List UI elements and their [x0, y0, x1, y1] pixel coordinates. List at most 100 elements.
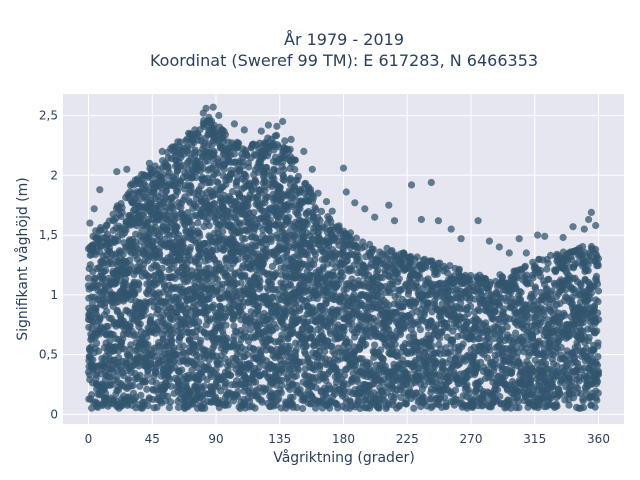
scatter-point [200, 382, 208, 390]
scatter-point [374, 371, 383, 379]
scatter-point [296, 386, 304, 394]
scatter-point [464, 310, 472, 318]
scatter-point [459, 340, 467, 348]
scatter-point [317, 207, 326, 215]
scatter-point [275, 213, 283, 221]
scatter-point [292, 346, 300, 354]
scatter-point [278, 381, 286, 389]
scatter-point [95, 347, 103, 355]
scatter-point [373, 317, 381, 325]
scatter-point [255, 303, 263, 311]
scatter-point [275, 395, 283, 403]
scatter-point [144, 273, 152, 281]
scatter-point [152, 379, 160, 387]
scatter-point [286, 281, 295, 289]
scatter-point [276, 240, 284, 248]
scatter-point [102, 389, 110, 397]
scatter-point [267, 237, 275, 245]
scatter-point [138, 227, 146, 235]
scatter-point [216, 360, 225, 368]
scatter-point [204, 215, 212, 223]
scatter-point [187, 183, 195, 191]
scatter-point [264, 193, 272, 201]
scatter-point [210, 301, 218, 309]
scatter-point [197, 182, 205, 190]
scatter-point [197, 336, 205, 344]
scatter-point [425, 335, 434, 344]
scatter-point [214, 169, 222, 177]
scatter-point [299, 404, 307, 413]
scatter-point [129, 381, 137, 390]
scatter-point [196, 232, 204, 240]
scatter-point [226, 361, 234, 369]
scatter-point [103, 307, 111, 315]
scatter-point [388, 247, 396, 255]
scatter-point [228, 170, 236, 178]
scatter-point [193, 203, 201, 211]
scatter-point [188, 221, 196, 229]
scatter-point [241, 271, 249, 279]
scatter-point [352, 234, 360, 242]
scatter-point [168, 336, 176, 344]
scatter-point [134, 279, 142, 287]
scatter-point [311, 250, 319, 258]
scatter-point [275, 143, 283, 151]
scatter-point [260, 176, 268, 184]
scatter-point [230, 150, 238, 158]
scatter-point [194, 219, 202, 227]
scatter-point [256, 277, 264, 285]
scatter-point [419, 393, 427, 401]
scatter-point [234, 255, 242, 263]
scatter-point [278, 331, 286, 339]
scatter-point [232, 213, 240, 222]
scatter-point [235, 139, 243, 147]
scatter-point [164, 392, 172, 400]
scatter-point [127, 262, 135, 270]
scatter-point [289, 329, 297, 337]
scatter-point [369, 245, 377, 253]
scatter-point [231, 286, 239, 294]
scatter-point [96, 315, 104, 323]
scatter-point [449, 337, 457, 346]
scatter-point [294, 172, 302, 180]
scatter-point [321, 348, 329, 356]
scatter-point [135, 203, 143, 211]
scatter-point [423, 299, 432, 307]
scatter-point [243, 351, 252, 359]
scatter-point [192, 173, 200, 182]
scatter-point [303, 220, 311, 228]
scatter-point [275, 305, 283, 313]
scatter-point [192, 333, 200, 341]
scatter-point [222, 378, 230, 386]
scatter-point [144, 341, 152, 349]
scatter-point [104, 322, 112, 331]
scatter-point [136, 320, 144, 328]
scatter-point [273, 131, 281, 139]
scatter-point [178, 366, 186, 374]
scatter-point [256, 283, 264, 291]
scatter-point [326, 404, 334, 412]
scatter-point [436, 334, 444, 342]
scatter-points [84, 103, 603, 413]
scatter-point [303, 251, 311, 259]
scatter-point [325, 382, 333, 390]
scatter-point [335, 307, 343, 315]
scatter-point [413, 253, 421, 261]
scatter-point [281, 137, 289, 145]
scatter-point [339, 272, 347, 280]
scatter-point [292, 372, 300, 380]
scatter-point [451, 386, 460, 394]
scatter-point [465, 389, 474, 397]
scatter-point [179, 342, 187, 350]
scatter-point [205, 264, 213, 272]
scatter-point [162, 187, 170, 195]
scatter-point [333, 400, 341, 408]
scatter-point [242, 172, 250, 180]
scatter-point [224, 401, 232, 409]
scatter-point [118, 208, 126, 217]
scatter-point [157, 270, 165, 279]
scatter-point [427, 317, 435, 325]
scatter-point [315, 228, 323, 236]
scatter-point [173, 223, 181, 231]
scatter-point [245, 163, 253, 171]
